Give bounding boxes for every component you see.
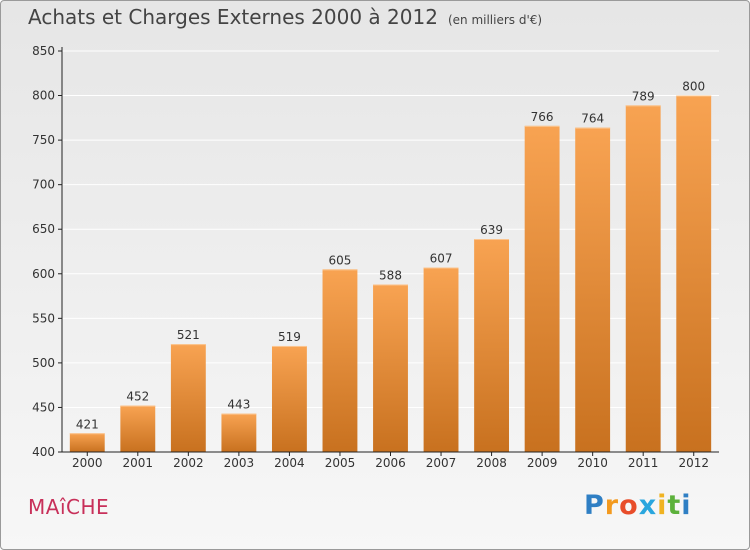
bar-2001 xyxy=(120,405,156,452)
data-label: 764 xyxy=(581,112,604,126)
logo-letter: o xyxy=(619,490,639,521)
y-tick-label: 600 xyxy=(32,267,55,281)
y-tick-label: 450 xyxy=(32,400,55,414)
y-tick-label: 800 xyxy=(32,89,55,103)
logo-letter: r xyxy=(604,490,620,521)
y-tick-label: 500 xyxy=(32,356,55,370)
x-tick-label: 2005 xyxy=(325,456,356,470)
x-tick-label: 2004 xyxy=(274,456,305,470)
bar-2008 xyxy=(474,239,510,452)
data-label: 521 xyxy=(177,328,200,342)
bar-2003 xyxy=(221,413,257,452)
x-tick-label: 2012 xyxy=(678,456,709,470)
unit-note: (en milliers d'€) xyxy=(447,13,543,27)
bar-2011 xyxy=(625,105,661,452)
data-label: 443 xyxy=(227,398,250,412)
axes xyxy=(58,47,719,456)
y-tick-label: 650 xyxy=(32,222,55,236)
logo-letter: t xyxy=(667,490,682,521)
data-label: 789 xyxy=(632,89,655,103)
logo-letter: x xyxy=(638,490,658,521)
x-tick-label: 2003 xyxy=(224,456,255,470)
logo-letter: i xyxy=(681,490,692,521)
x-tick-label: 2007 xyxy=(426,456,457,470)
x-tick-label: 2010 xyxy=(577,456,608,470)
bar-2004 xyxy=(271,345,307,452)
y-tick-label: 700 xyxy=(32,178,55,192)
y-tick-label: 550 xyxy=(32,311,55,325)
x-tick-label: 2006 xyxy=(375,456,406,470)
chart-title: Achats et Charges Externes 2000 à 2012 (e… xyxy=(28,5,542,29)
data-label: 421 xyxy=(76,417,99,431)
x-tick-label: 2009 xyxy=(527,456,558,470)
bar-2000 xyxy=(69,433,105,452)
data-label: 519 xyxy=(278,330,301,344)
logo-letter: i xyxy=(657,490,668,521)
labels: 400 450 500 550 600 650 700 750 800 850 421 2000 452… xyxy=(32,44,709,470)
bar-2009 xyxy=(524,125,560,452)
logo-letter: P xyxy=(584,490,605,521)
x-tick-label: 2002 xyxy=(173,456,204,470)
commune-name: MAîCHE xyxy=(28,495,110,519)
x-tick-label: 2000 xyxy=(72,456,103,470)
bar-2002 xyxy=(170,344,206,452)
data-label: 452 xyxy=(126,390,149,404)
bar-2012 xyxy=(676,95,712,453)
x-tick-label: 2011 xyxy=(628,456,659,470)
y-tick-label: 850 xyxy=(32,44,55,58)
bar-2006 xyxy=(373,284,408,452)
data-label: 605 xyxy=(329,253,352,267)
title-text: Achats et Charges Externes 2000 à 2012 xyxy=(28,5,438,29)
data-label: 766 xyxy=(531,110,554,124)
data-label: 800 xyxy=(682,80,705,94)
data-label: 588 xyxy=(379,268,402,282)
data-label: 607 xyxy=(430,252,453,266)
bar-2007 xyxy=(423,267,459,452)
y-tick-label: 400 xyxy=(32,445,55,459)
proxiti-logo: Proxiti xyxy=(584,490,692,521)
x-tick-label: 2001 xyxy=(123,456,154,470)
y-tick-label: 750 xyxy=(32,133,55,147)
x-tick-label: 2008 xyxy=(476,456,507,470)
data-label: 639 xyxy=(480,223,503,237)
bar-2010 xyxy=(575,127,611,452)
bars xyxy=(69,95,712,453)
bar-2005 xyxy=(322,269,358,452)
